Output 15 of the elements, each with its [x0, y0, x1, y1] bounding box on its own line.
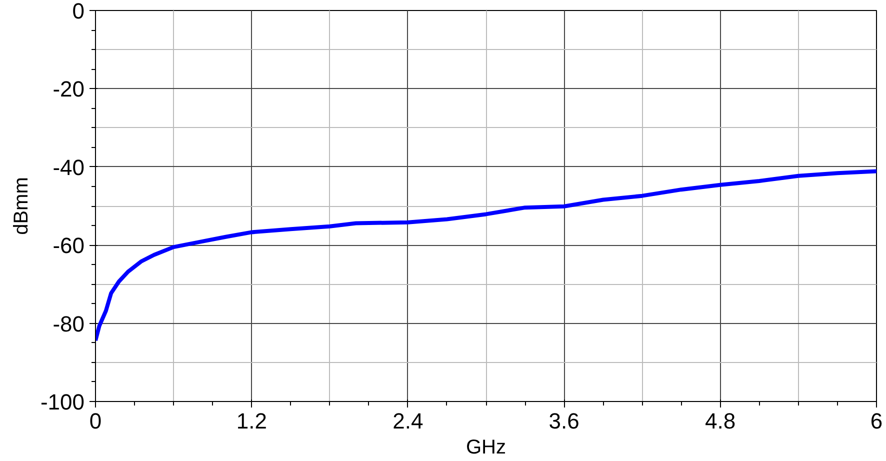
x-tick-label: 3.6 [548, 408, 580, 434]
y-tick-label: -80 [52, 311, 84, 336]
x-tick-label: 2.4 [392, 408, 424, 434]
y-tick-label: -20 [52, 76, 84, 102]
x-tick-label: 6 [870, 408, 883, 434]
x-tick-label: 4.8 [705, 408, 736, 434]
y-tick-label: -60 [52, 233, 84, 258]
x-tick-label: 1.2 [236, 408, 267, 434]
y-axis-title: dBmm [10, 177, 32, 235]
y-tick-label: -100 [40, 390, 85, 414]
x-axis-title: GHz [466, 436, 506, 458]
x-tick-label: 0 [89, 408, 102, 434]
y-tick-label: -40 [52, 154, 84, 180]
line-series [96, 169, 876, 343]
y-tick-label: 0 [72, 0, 85, 24]
